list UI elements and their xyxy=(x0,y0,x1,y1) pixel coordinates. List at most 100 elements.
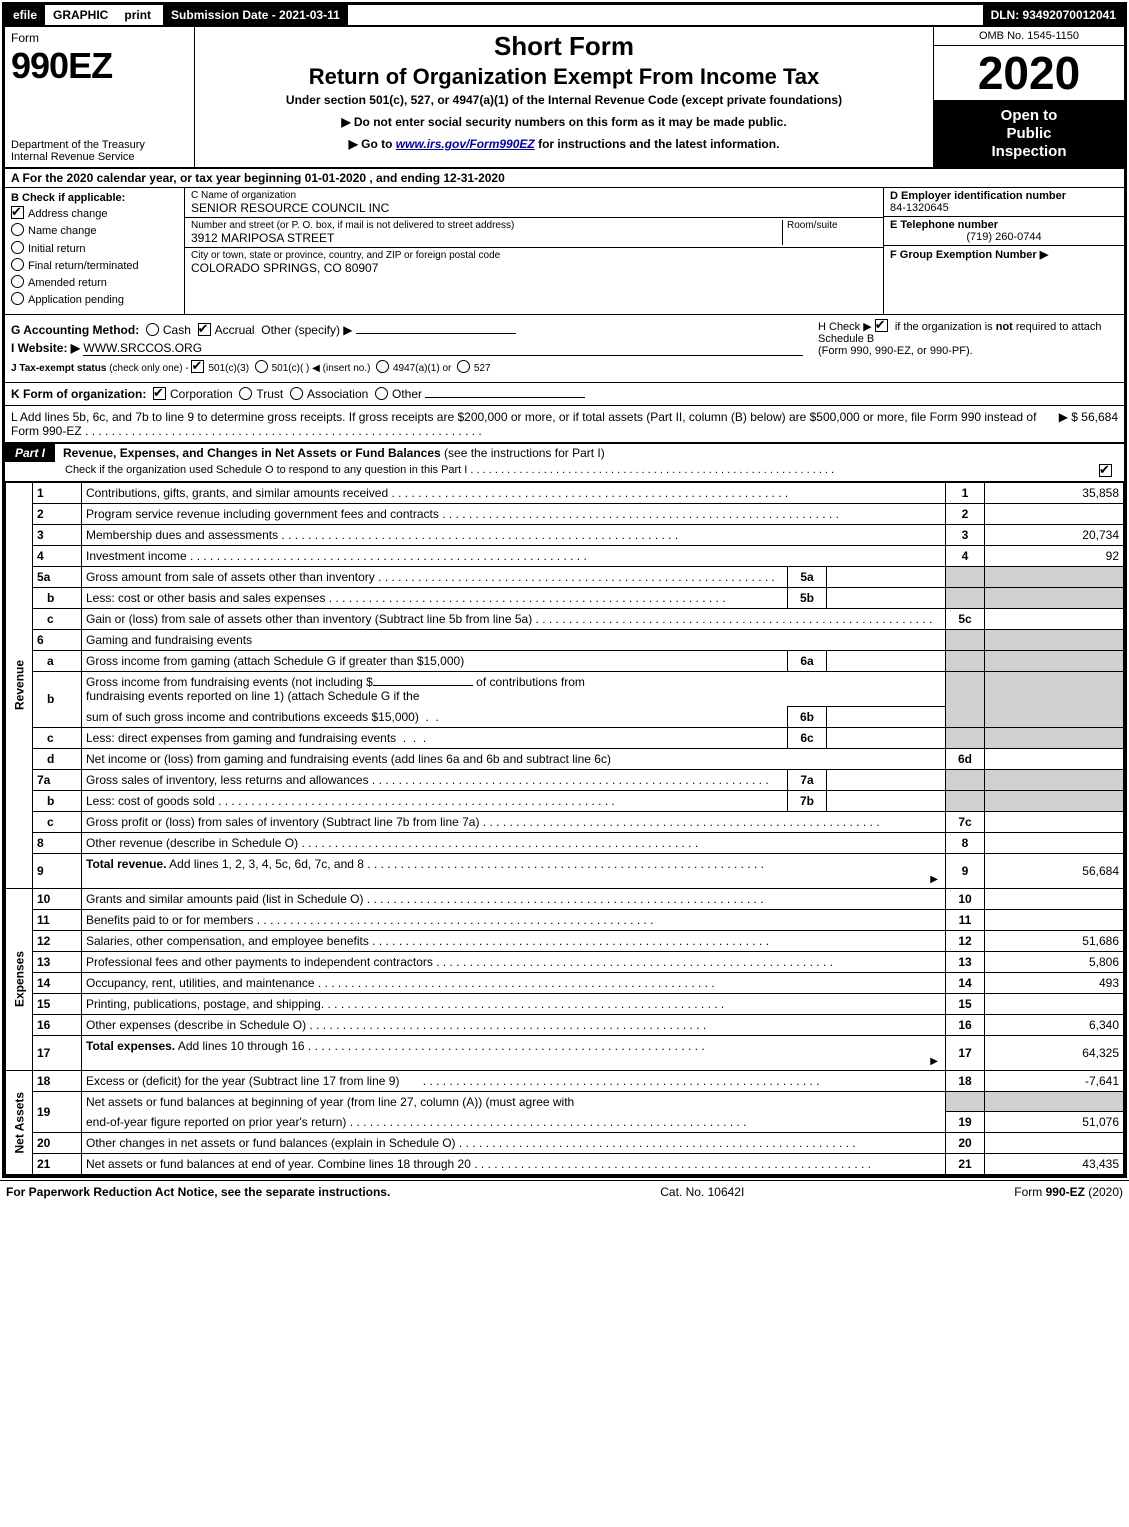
inner-val xyxy=(827,790,946,811)
line-num: 1 xyxy=(946,482,985,503)
shade xyxy=(985,1091,1124,1112)
j-4947: 4947(a)(1) or xyxy=(393,363,451,374)
line-11: 11 Benefits paid to or for members 11 xyxy=(6,909,1124,930)
form-word: Form xyxy=(11,31,188,45)
line-val: 35,858 xyxy=(985,482,1124,503)
chk-final-return[interactable]: Final return/terminated xyxy=(11,258,178,273)
line-desc: Other expenses (describe in Schedule O) xyxy=(86,1018,306,1032)
chk-initial-return[interactable]: Initial return xyxy=(11,241,178,256)
inner-val xyxy=(827,727,946,748)
hdr-right: OMB No. 1545-1150 2020 Open to Public In… xyxy=(934,27,1124,167)
radio-icon[interactable] xyxy=(457,360,470,373)
line-desc: Program service revenue including govern… xyxy=(86,507,439,521)
line-desc: sum of such gross income and contributio… xyxy=(86,710,419,724)
chk-application-pending[interactable]: Application pending xyxy=(11,292,178,307)
irs-link[interactable]: www.irs.gov/Form990EZ xyxy=(396,137,535,151)
dln: DLN: 93492070012041 xyxy=(983,5,1124,25)
radio-icon[interactable] xyxy=(290,387,303,400)
inner-no: 5b xyxy=(788,587,827,608)
line-val xyxy=(985,608,1124,629)
section-h: H Check ▶ if the organization is not req… xyxy=(810,319,1118,357)
j-501c: 501(c)( ) xyxy=(272,363,310,374)
shade xyxy=(946,727,985,748)
line-desc: Benefits paid to or for members xyxy=(86,913,253,927)
checkbox-icon[interactable] xyxy=(198,323,211,336)
line-12: 12 Salaries, other compensation, and emp… xyxy=(6,930,1124,951)
radio-icon[interactable] xyxy=(239,387,252,400)
line-desc: Salaries, other compensation, and employ… xyxy=(86,934,369,948)
lineno: 17 xyxy=(33,1035,82,1070)
line-9: 9 Total revenue. Add lines 1, 2, 3, 4, 5… xyxy=(6,853,1124,888)
line-16: 16 Other expenses (describe in Schedule … xyxy=(6,1014,1124,1035)
form-container: efile GRAPHIC print Submission Date - 20… xyxy=(2,2,1127,1178)
entity-block: B Check if applicable: Address change Na… xyxy=(5,188,1124,315)
lineno: b xyxy=(33,790,82,811)
inner-no: 5a xyxy=(788,566,827,587)
efile-print[interactable]: print xyxy=(116,5,159,25)
footer-center: Cat. No. 10642I xyxy=(660,1185,744,1199)
line-num: 10 xyxy=(946,888,985,909)
chk-name-change[interactable]: Name change xyxy=(11,223,178,238)
ein-value: 84-1320645 xyxy=(890,202,1118,214)
line-desc: Less: direct expenses from gaming and fu… xyxy=(86,731,396,745)
lineno: 16 xyxy=(33,1014,82,1035)
line-18: Net Assets 18 Excess or (deficit) for th… xyxy=(6,1070,1124,1091)
line-num: 18 xyxy=(946,1070,985,1091)
line-val: -7,641 xyxy=(985,1070,1124,1091)
open-3: Inspection xyxy=(936,143,1122,161)
schedule-o-checkbox-icon[interactable] xyxy=(1099,464,1112,477)
k-assoc: Association xyxy=(307,387,368,401)
line-desc: Professional fees and other payments to … xyxy=(86,955,433,969)
line-desc: Net income or (loss) from gaming and fun… xyxy=(86,752,611,766)
inner-no: 6c xyxy=(788,727,827,748)
line-val: 5,806 xyxy=(985,951,1124,972)
chk-address-change[interactable]: Address change xyxy=(11,206,178,221)
checkbox-icon[interactable] xyxy=(191,360,204,373)
city-value: COLORADO SPRINGS, CO 80907 xyxy=(191,261,877,275)
radio-icon[interactable] xyxy=(375,387,388,400)
phone-cell: E Telephone number (719) 260-0744 xyxy=(884,217,1124,246)
radio-icon[interactable] xyxy=(255,360,268,373)
warn-ssn: ▶ Do not enter social security numbers o… xyxy=(207,115,921,129)
checkbox-icon[interactable] xyxy=(153,387,166,400)
radio-icon[interactable] xyxy=(376,360,389,373)
k-other-input[interactable] xyxy=(425,397,585,398)
goto-post: for instructions and the latest informat… xyxy=(538,137,779,151)
contrib-amount-input[interactable] xyxy=(373,685,473,686)
shade xyxy=(946,671,985,727)
inner-val xyxy=(827,566,946,587)
h-checkbox-icon[interactable] xyxy=(875,319,888,332)
shade xyxy=(946,1091,985,1112)
website-value[interactable]: WWW.SRCCOS.ORG xyxy=(83,341,803,356)
line-20: 20 Other changes in net assets or fund b… xyxy=(6,1133,1124,1154)
dept-treasury: Department of the Treasury Internal Reve… xyxy=(11,139,188,163)
city-row: City or town, state or province, country… xyxy=(185,248,883,277)
shade xyxy=(985,671,1124,727)
chk-label: Amended return xyxy=(28,277,107,289)
inner-val xyxy=(827,650,946,671)
g-cash: Cash xyxy=(163,323,191,337)
form-header: Form 990EZ Department of the Treasury In… xyxy=(5,27,1124,169)
street-label: Number and street (or P. O. box, if mail… xyxy=(191,220,782,231)
shade xyxy=(946,587,985,608)
section-l: L Add lines 5b, 6c, and 7b to line 9 to … xyxy=(5,406,1124,443)
city-label: City or town, state or province, country… xyxy=(191,250,877,261)
line-num: 9 xyxy=(946,853,985,888)
line-6b: b Gross income from fundraising events (… xyxy=(6,671,1124,706)
graphic-text: GRAPHIC xyxy=(53,8,108,22)
g-other-input[interactable] xyxy=(356,333,516,334)
line-21: 21 Net assets or fund balances at end of… xyxy=(6,1154,1124,1175)
line-7a: 7a Gross sales of inventory, less return… xyxy=(6,769,1124,790)
line-val: 6,340 xyxy=(985,1014,1124,1035)
lineno: 6 xyxy=(33,629,82,650)
chk-amended-return[interactable]: Amended return xyxy=(11,275,178,290)
efile-bar: efile GRAPHIC print Submission Date - 20… xyxy=(5,5,1124,27)
radio-icon[interactable] xyxy=(146,323,159,336)
k-trust: Trust xyxy=(256,387,283,401)
section-j: J Tax-exempt status (check only one) - 5… xyxy=(11,360,1118,374)
line-val: 493 xyxy=(985,972,1124,993)
footer-left: For Paperwork Reduction Act Notice, see … xyxy=(6,1185,390,1199)
title-short-form: Short Form xyxy=(207,31,921,62)
h-text-3: (Form 990, 990-EZ, or 990-PF). xyxy=(818,345,973,357)
lineno: 3 xyxy=(33,524,82,545)
